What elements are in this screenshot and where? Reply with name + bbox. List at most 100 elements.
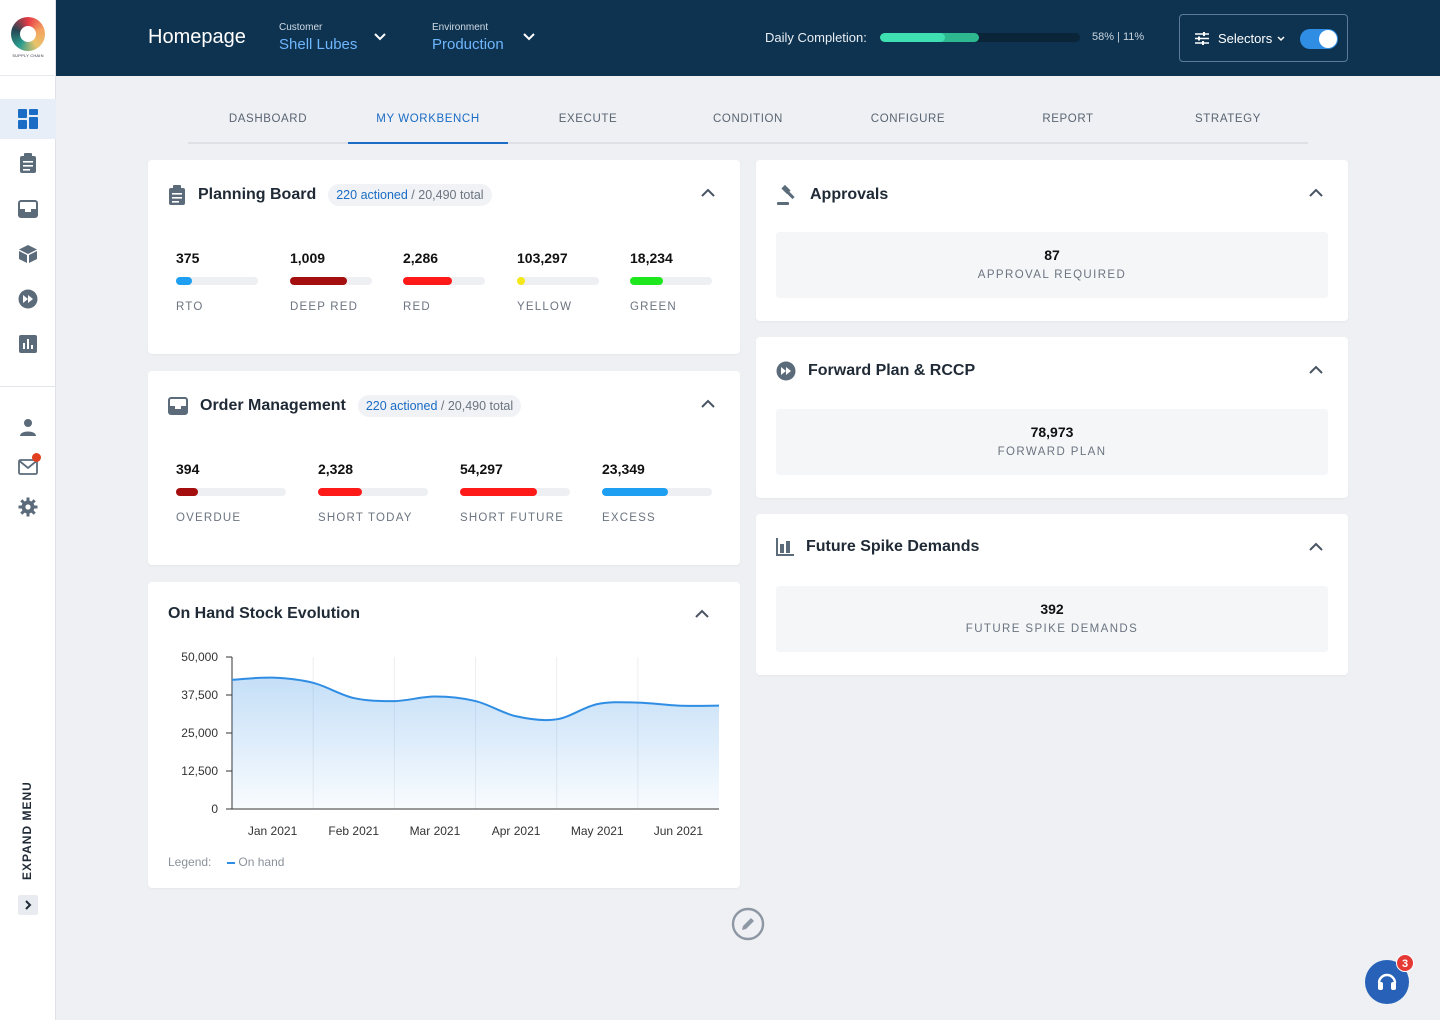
future-spike-card: Future Spike Demands 392 FUTURE SPIKE DE… (756, 514, 1348, 675)
sidebar-item-settings[interactable] (0, 487, 56, 527)
actioned-count[interactable]: 220 actioned (336, 188, 408, 202)
card-title: Order Management (200, 397, 346, 414)
metric-excess[interactable]: 23,349 EXCESS (602, 461, 712, 524)
y-tick-label: 0 (211, 802, 218, 816)
total-count: / 20,490 total (407, 188, 484, 202)
sidebar-item-dashboard[interactable] (0, 99, 56, 139)
series-line (231, 676, 720, 722)
tab-condition[interactable]: CONDITION (713, 113, 783, 125)
metric-bar-fill (517, 277, 526, 285)
fast-forward-icon (18, 289, 38, 309)
tab-configure[interactable]: CONFIGURE (870, 113, 946, 125)
sidebar-item-reports[interactable] (0, 324, 56, 364)
x-tick-label: Apr 2021 (492, 824, 541, 838)
edit-layout-button[interactable] (731, 907, 765, 941)
metric-deep-red[interactable]: 1,009 DEEP RED (290, 250, 372, 313)
tab-dashboard[interactable]: DASHBOARD (228, 113, 308, 125)
metric-bar-fill (176, 277, 193, 285)
chevron-up-icon[interactable] (1309, 542, 1323, 552)
chevron-up-icon[interactable] (701, 399, 715, 409)
metric-red[interactable]: 2,286 RED (403, 250, 485, 313)
series-area (232, 677, 719, 809)
sidebar-item-forward[interactable] (0, 279, 56, 319)
selectors-panel[interactable]: Selectors (1179, 14, 1348, 62)
expand-menu-button[interactable] (18, 895, 38, 915)
forward-plan-box[interactable]: 78,973 FORWARD PLAN (776, 409, 1328, 475)
chevron-down-icon (1277, 36, 1285, 42)
y-tick-label: 25,000 (181, 726, 218, 740)
y-tick-label: 12,500 (181, 764, 218, 778)
forward-plan-count: 78,973 (1030, 424, 1074, 440)
chevron-up-icon[interactable] (695, 609, 709, 619)
sidebar-item-inventory[interactable] (0, 234, 56, 274)
x-tick-label: May 2021 (571, 824, 624, 838)
dashboard-icon (18, 109, 38, 129)
demand-chart-icon (776, 538, 794, 556)
metric-value: 18,234 (630, 250, 673, 266)
tab-report[interactable]: REPORT (1042, 113, 1094, 125)
sidebar-item-orders[interactable] (0, 189, 56, 229)
chevron-down-icon[interactable] (374, 30, 386, 44)
metric-bar-fill (290, 277, 348, 285)
metric-short-future[interactable]: 54,297 SHORT FUTURE (460, 461, 570, 524)
future-spike-box[interactable]: 392 FUTURE SPIKE DEMANDS (776, 586, 1328, 652)
daily-completion-text: 58% | 11% (1092, 31, 1145, 43)
metric-rto[interactable]: 375 RTO (176, 250, 258, 313)
metric-green[interactable]: 18,234 GREEN (630, 250, 712, 313)
chevron-up-icon[interactable] (1309, 365, 1323, 375)
future-spike-count: 392 (1040, 601, 1064, 617)
legend-series-name: On hand (238, 855, 285, 869)
expand-menu-text: EXPAND MENU (20, 781, 34, 880)
chevron-up-icon[interactable] (701, 188, 715, 198)
actioned-count[interactable]: 220 actioned (365, 399, 438, 413)
actioned-badge: 220 actioned / 20,490 total (328, 184, 492, 206)
bar-chart-icon (19, 335, 37, 353)
selectors-toggle[interactable] (1300, 29, 1338, 49)
metric-bar (318, 488, 428, 496)
tab-my-workbench[interactable]: MY WORKBENCH (348, 100, 508, 144)
clipboard-icon (169, 185, 185, 205)
tab-execute[interactable]: EXECUTE (558, 113, 618, 125)
metric-overdue[interactable]: 394 OVERDUE (176, 461, 286, 524)
legend-swatch (227, 861, 236, 864)
sidebar-item-planning[interactable] (0, 143, 56, 183)
total-count: / 20,490 total (437, 399, 514, 413)
cube-icon (19, 245, 37, 263)
logo-mark-icon (11, 17, 45, 51)
chevron-down-icon[interactable] (523, 30, 535, 44)
customer-value: Shell Lubes (279, 36, 358, 53)
environment-selector[interactable]: Environment Production (432, 22, 504, 53)
metric-value: 23,349 (602, 461, 645, 477)
card-title: Approvals (810, 186, 889, 203)
app-logo[interactable]: SUPPLY CHAIN (0, 0, 56, 76)
tab-strategy[interactable]: STRATEGY (1195, 113, 1261, 125)
x-tick-label: Jan 2021 (248, 824, 298, 838)
approval-required-box[interactable]: 87 APPROVAL REQUIRED (776, 232, 1328, 298)
card-title: Planning Board (198, 186, 317, 203)
sidebar-divider (0, 386, 56, 387)
selectors-label: Selectors (1218, 31, 1273, 46)
customer-selector[interactable]: Customer Shell Lubes (279, 22, 357, 53)
x-tick-label: Mar 2021 (410, 824, 461, 838)
metric-value: 103,297 (517, 250, 568, 266)
inbox-icon (18, 200, 38, 218)
sidebar-item-messages[interactable] (0, 447, 56, 487)
planning-board-card: Planning Board 220 actioned / 20,490 tot… (148, 160, 740, 354)
metric-label: RED (403, 301, 431, 313)
metric-short-today[interactable]: 2,328 SHORT TODAY (318, 461, 428, 524)
metric-label: YELLOW (517, 301, 573, 313)
metric-bar (517, 277, 599, 285)
metric-value: 375 (176, 250, 200, 266)
metric-bar-fill (602, 488, 668, 496)
card-title: Forward Plan & RCCP (808, 362, 976, 379)
metric-yellow[interactable]: 103,297 YELLOW (517, 250, 599, 313)
sidebar-item-profile[interactable] (0, 407, 56, 447)
chevron-up-icon[interactable] (1309, 188, 1323, 198)
metric-bar-fill (318, 488, 362, 496)
metric-bar (403, 277, 485, 285)
environment-value: Production (432, 36, 504, 53)
metric-value: 2,328 (318, 461, 354, 477)
stock-evolution-chart: 50,000 37,500 25,000 12,500 0 Jan 2021 Feb 202… (181, 650, 720, 838)
support-badge: 3 (1396, 954, 1414, 972)
metric-label: EXCESS (602, 512, 656, 524)
